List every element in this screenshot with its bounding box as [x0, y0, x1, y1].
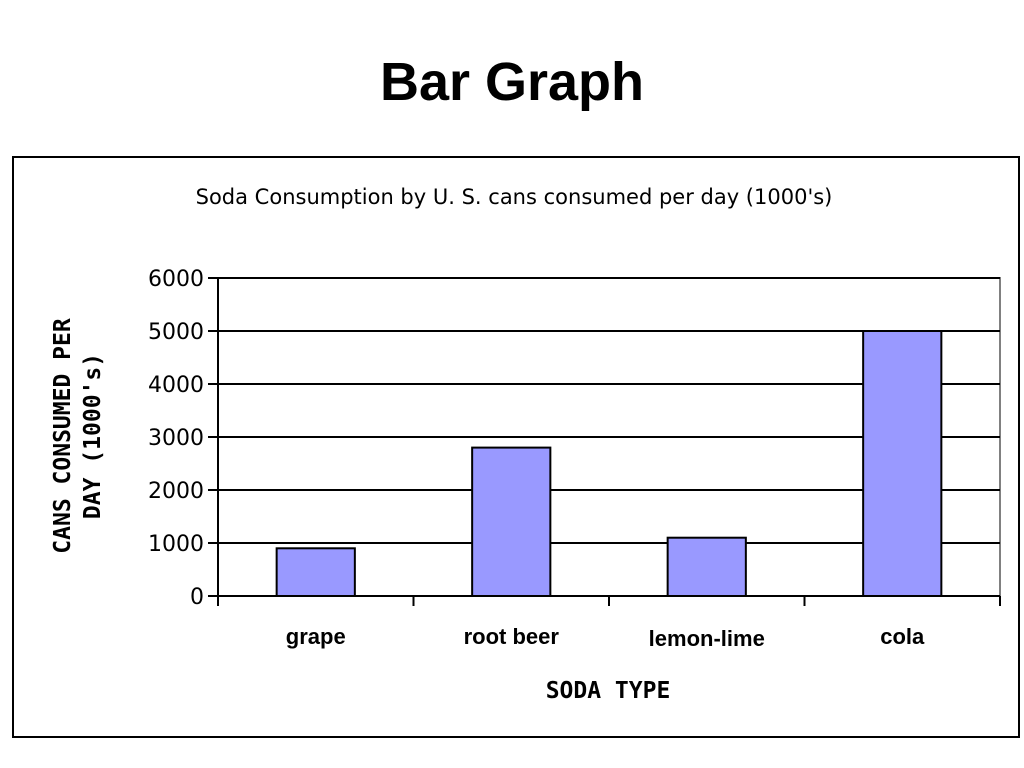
- bar-root-beer: [471, 446, 552, 597]
- bar-cola: [862, 330, 943, 597]
- bar-grape: [275, 547, 356, 597]
- bars: [275, 330, 943, 598]
- y-axis-title-line-2: DAY (1000's): [80, 353, 106, 519]
- x-category-label: cola: [880, 624, 925, 649]
- y-axis-title: CANS CONSUMED PER DAY (1000's): [50, 318, 106, 554]
- y-tick-label: 2000: [148, 479, 204, 504]
- y-tick-label: 6000: [148, 267, 204, 292]
- chart-frame: Soda Consumption by U. S. cans consumed …: [12, 156, 1020, 738]
- x-category-label: grape: [286, 624, 346, 649]
- page-title: Bar Graph: [379, 52, 645, 112]
- x-category-label: root beer: [464, 624, 560, 649]
- y-tick-label: 4000: [148, 373, 204, 398]
- y-tick-labels: 0 1000 2000 3000 4000 5000 6000: [148, 267, 204, 610]
- axes: [208, 277, 1001, 606]
- chart-title: Soda Consumption by U. S. cans consumed …: [196, 185, 833, 209]
- y-tick-label: 0: [190, 585, 204, 610]
- x-category-label: lemon-lime: [649, 626, 765, 651]
- y-tick-label: 5000: [148, 320, 204, 345]
- bar-lemon-lime: [666, 536, 747, 598]
- y-tick-label: 1000: [148, 532, 204, 557]
- bar-chart: Soda Consumption by U. S. cans consumed …: [50, 185, 1001, 704]
- y-axis-title-line-1: CANS CONSUMED PER: [50, 318, 76, 554]
- x-axis-title: SODA TYPE: [546, 678, 671, 704]
- y-tick-label: 3000: [148, 426, 204, 451]
- x-category-labels: grape root beer lemon-lime cola: [286, 624, 925, 651]
